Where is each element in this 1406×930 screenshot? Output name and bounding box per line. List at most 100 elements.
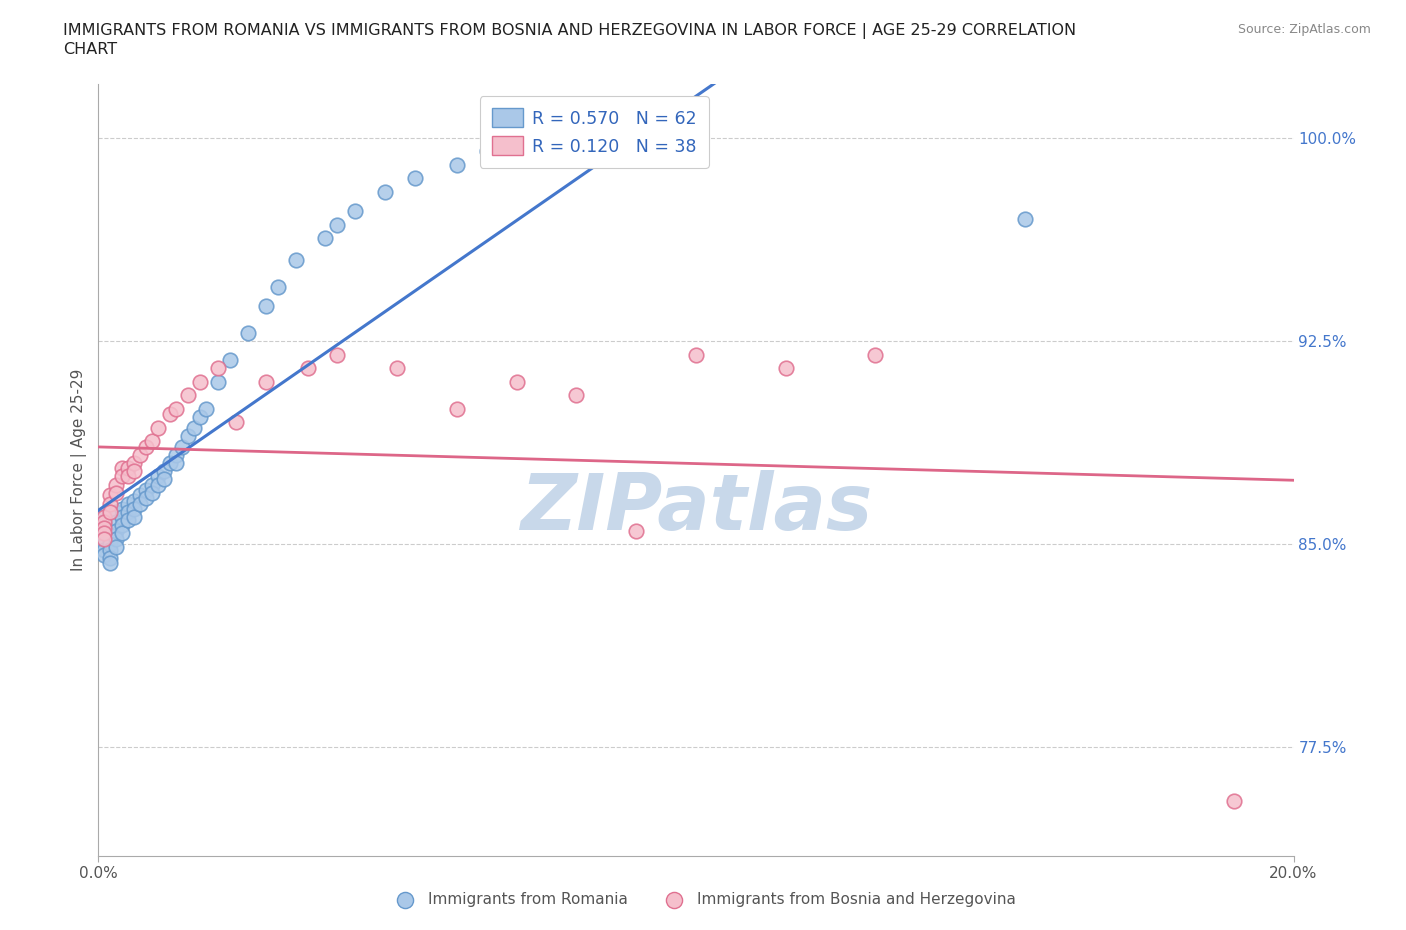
Point bbox=[326, 347, 349, 362]
Point bbox=[98, 555, 122, 570]
Point bbox=[93, 537, 115, 551]
Point bbox=[98, 531, 122, 546]
Point bbox=[141, 433, 163, 448]
Point bbox=[344, 204, 367, 219]
Point bbox=[105, 504, 128, 519]
Point bbox=[93, 521, 115, 536]
Point bbox=[93, 515, 115, 530]
Point bbox=[98, 537, 122, 551]
Point bbox=[236, 326, 259, 340]
Point bbox=[105, 515, 128, 530]
Point bbox=[98, 496, 122, 511]
Point bbox=[105, 524, 128, 538]
Point bbox=[165, 447, 187, 462]
Point bbox=[326, 217, 349, 232]
Point bbox=[159, 406, 181, 421]
Point bbox=[165, 456, 187, 471]
Point bbox=[124, 501, 146, 516]
Point bbox=[172, 439, 194, 454]
Point bbox=[124, 493, 146, 508]
Point bbox=[98, 504, 122, 519]
Point bbox=[374, 184, 396, 199]
Point bbox=[188, 374, 211, 389]
Point bbox=[124, 463, 146, 478]
Point bbox=[177, 388, 200, 403]
Y-axis label: In Labor Force | Age 25-29: In Labor Force | Age 25-29 bbox=[72, 368, 87, 571]
Point bbox=[93, 521, 115, 536]
Point bbox=[111, 525, 134, 540]
Text: IMMIGRANTS FROM ROMANIA VS IMMIGRANTS FROM BOSNIA AND HERZEGOVINA IN LABOR FORCE: IMMIGRANTS FROM ROMANIA VS IMMIGRANTS FR… bbox=[63, 23, 1077, 39]
Point bbox=[183, 420, 205, 435]
Point bbox=[297, 361, 319, 376]
Point bbox=[135, 439, 157, 454]
Point bbox=[117, 469, 139, 484]
Text: ZIPatlas: ZIPatlas bbox=[520, 471, 872, 546]
Point bbox=[626, 524, 648, 538]
Point bbox=[207, 374, 229, 389]
Point bbox=[267, 279, 290, 294]
Point bbox=[565, 388, 588, 403]
Point bbox=[117, 504, 139, 519]
Point bbox=[117, 512, 139, 527]
Point bbox=[865, 347, 887, 362]
Text: CHART: CHART bbox=[63, 42, 117, 57]
Point bbox=[93, 548, 115, 563]
Point bbox=[93, 531, 115, 546]
Point bbox=[98, 488, 122, 503]
Point bbox=[98, 542, 122, 557]
Point bbox=[254, 374, 277, 389]
Text: Source: ZipAtlas.com: Source: ZipAtlas.com bbox=[1237, 23, 1371, 36]
Point bbox=[105, 531, 128, 546]
Point bbox=[159, 456, 181, 471]
Point bbox=[385, 361, 409, 376]
Point bbox=[148, 469, 170, 484]
Point bbox=[93, 525, 115, 540]
Point bbox=[153, 472, 176, 486]
Point bbox=[124, 456, 146, 471]
Point bbox=[129, 488, 152, 503]
Point bbox=[446, 401, 468, 416]
Point bbox=[153, 463, 176, 478]
Point bbox=[1223, 794, 1246, 809]
Point bbox=[93, 531, 115, 546]
Point bbox=[225, 415, 247, 430]
Point bbox=[105, 485, 128, 500]
Point bbox=[148, 420, 170, 435]
Point bbox=[111, 501, 134, 516]
Point bbox=[117, 461, 139, 476]
Point bbox=[148, 477, 170, 492]
Point bbox=[1014, 212, 1036, 227]
Point bbox=[685, 347, 707, 362]
Point bbox=[135, 483, 157, 498]
Point bbox=[315, 231, 337, 246]
Point bbox=[177, 429, 200, 444]
Point bbox=[93, 542, 115, 557]
Point bbox=[129, 496, 152, 511]
Point bbox=[775, 361, 797, 376]
Point bbox=[111, 469, 134, 484]
Point bbox=[124, 510, 146, 525]
Point bbox=[93, 510, 115, 525]
Point bbox=[129, 447, 152, 462]
Point bbox=[188, 409, 211, 424]
Point bbox=[207, 361, 229, 376]
Point bbox=[93, 515, 115, 530]
Legend: R = 0.570   N = 62, R = 0.120   N = 38: R = 0.570 N = 62, R = 0.120 N = 38 bbox=[479, 96, 709, 167]
Point bbox=[105, 477, 128, 492]
Point bbox=[254, 299, 277, 313]
Point bbox=[93, 525, 115, 540]
Point bbox=[404, 171, 426, 186]
Point bbox=[446, 157, 468, 172]
Point bbox=[111, 461, 134, 476]
Point bbox=[93, 510, 115, 525]
Point bbox=[98, 524, 122, 538]
Point bbox=[111, 518, 134, 533]
Point bbox=[135, 491, 157, 506]
Point bbox=[506, 374, 529, 389]
Point bbox=[117, 496, 139, 511]
Point bbox=[141, 477, 163, 492]
Point bbox=[98, 551, 122, 565]
Point bbox=[219, 352, 242, 367]
Point bbox=[284, 252, 307, 267]
Point bbox=[195, 401, 218, 416]
